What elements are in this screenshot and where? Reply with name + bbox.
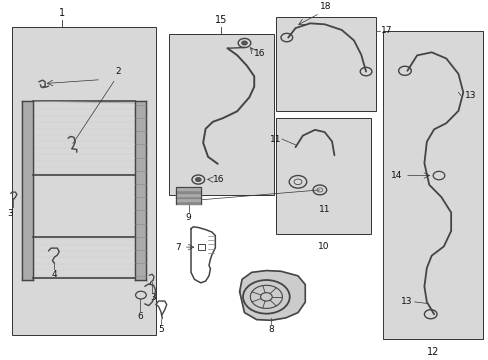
Bar — [276, 17, 375, 111]
Text: 2: 2 — [115, 67, 121, 76]
Text: 5: 5 — [158, 325, 163, 334]
Text: 10: 10 — [317, 242, 328, 251]
Text: 9: 9 — [185, 213, 191, 222]
Text: 7: 7 — [175, 243, 181, 252]
Text: 14: 14 — [390, 171, 402, 180]
Circle shape — [195, 177, 201, 182]
Text: 13: 13 — [400, 297, 411, 306]
Text: 8: 8 — [268, 325, 274, 334]
Text: 3: 3 — [8, 208, 14, 217]
Text: 1: 1 — [59, 9, 65, 18]
Text: 16: 16 — [212, 175, 224, 184]
Bar — [276, 118, 370, 234]
Text: 12: 12 — [426, 347, 438, 356]
Polygon shape — [239, 271, 305, 320]
Bar — [198, 244, 204, 249]
Text: 13: 13 — [464, 91, 475, 100]
Text: 15: 15 — [215, 15, 227, 26]
Text: 18: 18 — [319, 3, 331, 12]
Text: 4: 4 — [51, 270, 57, 279]
Text: 6: 6 — [137, 312, 142, 321]
Bar — [169, 34, 273, 195]
Text: 11: 11 — [318, 205, 330, 214]
Text: 3: 3 — [150, 293, 156, 302]
Circle shape — [241, 41, 247, 45]
Text: 16: 16 — [254, 49, 265, 58]
Bar — [382, 31, 482, 339]
Text: 11: 11 — [269, 135, 281, 144]
Bar — [12, 27, 155, 336]
Text: 17: 17 — [380, 26, 391, 35]
